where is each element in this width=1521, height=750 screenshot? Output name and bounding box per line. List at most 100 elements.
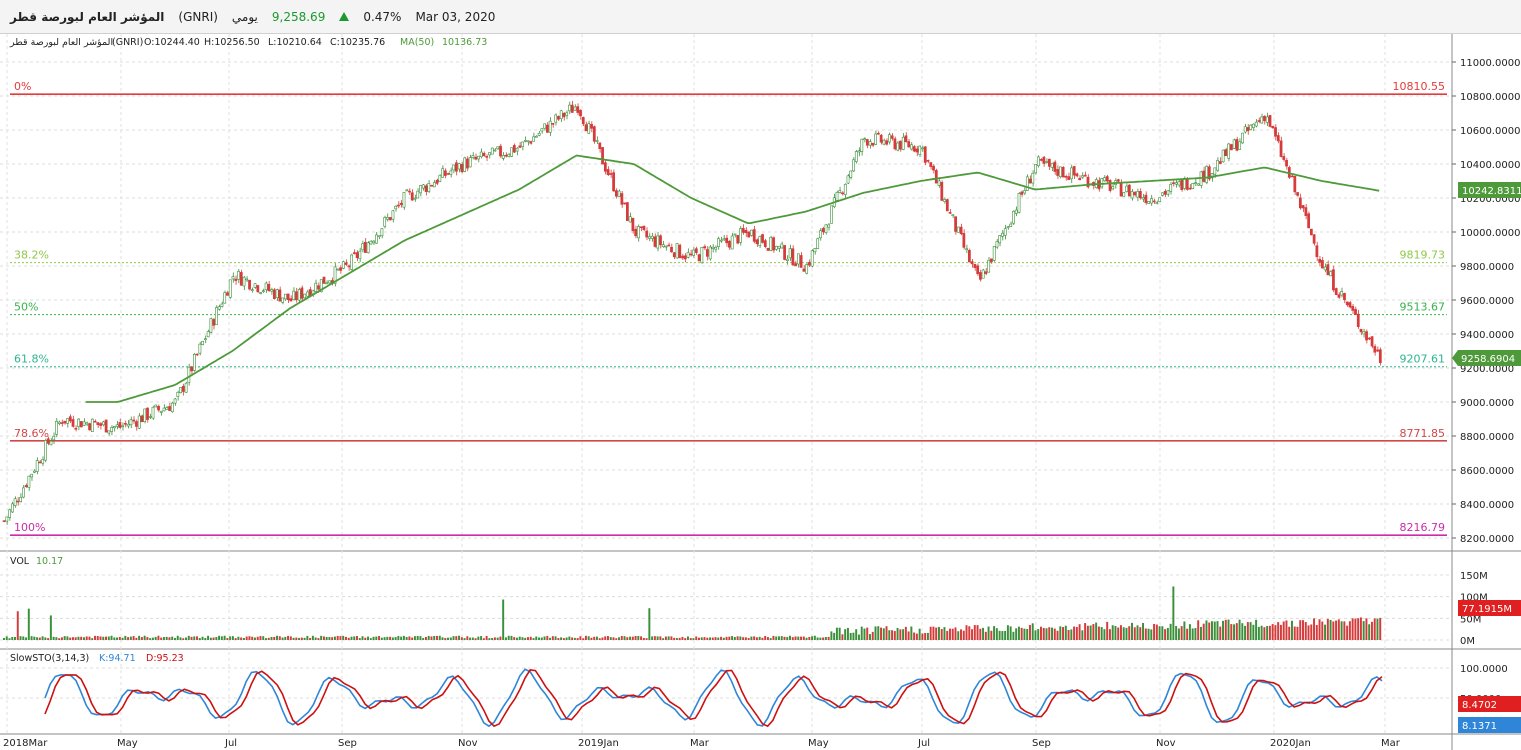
volume-bar	[946, 630, 949, 640]
candle-body	[1351, 306, 1355, 311]
volume-bar	[698, 637, 700, 640]
candle-body	[499, 145, 502, 157]
candle-body	[377, 235, 381, 238]
volume-bar	[331, 637, 334, 640]
volume-bar	[411, 637, 414, 640]
ma50-line	[85, 154, 1380, 403]
candle-body	[363, 241, 367, 253]
volume-bar	[880, 627, 883, 640]
candle-body	[841, 192, 844, 195]
period-label[interactable]: يومي	[231, 9, 258, 24]
volume-bar	[289, 636, 292, 640]
candle-body	[1334, 288, 1338, 295]
candle-body	[24, 485, 28, 488]
volume-bar	[105, 636, 108, 640]
volume-bar	[772, 635, 775, 640]
volume-bar	[71, 637, 74, 640]
ohlc-open: O:10244.40	[144, 37, 200, 48]
candle-body	[1006, 226, 1010, 229]
candle-body	[1047, 158, 1051, 167]
volume-bar	[19, 636, 22, 640]
chart-area[interactable]: 0% 10810.55 38.2% 9819.73 50% 9513.67 61.8% 920…	[0, 34, 1521, 750]
candle-body	[179, 387, 182, 393]
candle-body	[1100, 178, 1104, 188]
volume-bar	[869, 634, 871, 640]
candle-body	[57, 421, 61, 424]
candle-body	[1072, 166, 1076, 176]
chart-canvas[interactable]: 0% 10810.55 38.2% 9819.73 50% 9513.67 61.8% 920…	[0, 34, 1521, 750]
volume-bar	[1164, 629, 1167, 640]
candle-body	[355, 252, 359, 259]
candle-body	[416, 190, 420, 199]
stoch-d: D:95.23	[146, 653, 184, 664]
volume-bar	[1263, 627, 1266, 640]
volume-bar	[259, 636, 262, 640]
volume-bar	[1175, 626, 1178, 640]
price-axis-label: 9200.0000	[1460, 364, 1514, 375]
volume-bar	[248, 636, 251, 640]
volume-bar	[306, 635, 309, 640]
candle-body	[559, 110, 563, 120]
volume-bar	[1315, 625, 1318, 640]
volume-bar	[1249, 622, 1252, 640]
stoch-d-tag	[1458, 696, 1521, 712]
candle-body	[485, 156, 489, 158]
volume-bar	[273, 636, 276, 640]
candle-body	[1147, 201, 1151, 204]
candle-body	[60, 422, 64, 424]
volume-bar	[1260, 625, 1263, 640]
volume-bar	[88, 636, 91, 640]
candle-body	[1031, 172, 1035, 184]
candle-body	[55, 420, 58, 435]
candle-body	[557, 116, 560, 120]
volume-bar	[190, 636, 193, 640]
candle-body	[295, 291, 298, 300]
volume-bar	[1222, 620, 1224, 640]
volume-tag	[1458, 600, 1521, 616]
volume-bar	[458, 635, 461, 640]
volume-bar	[645, 638, 648, 640]
candle-body	[899, 140, 902, 150]
candle-body	[830, 205, 833, 224]
candle-body	[52, 435, 56, 441]
volume-bar	[1142, 623, 1145, 640]
volume-bar	[1216, 621, 1219, 640]
candle-body	[267, 284, 271, 292]
volume-bar	[910, 626, 913, 640]
volume-bar	[725, 636, 728, 640]
volume-bar	[237, 636, 240, 640]
volume-bar	[212, 637, 215, 640]
volume-bar	[256, 636, 259, 640]
volume-bar	[223, 635, 226, 640]
price-axis-label: 9400.0000	[1460, 330, 1514, 341]
candle-body	[325, 282, 329, 285]
volume-bar	[987, 626, 990, 640]
volume-bar	[529, 636, 532, 640]
volume-bar	[830, 631, 833, 640]
candle-body	[1301, 205, 1305, 209]
volume-bar	[38, 637, 41, 640]
volume-bar	[598, 638, 601, 640]
fib-percent-label: 61.8%	[14, 353, 49, 366]
candle-body	[1205, 166, 1208, 183]
volume-bar	[358, 638, 361, 640]
candle-body	[341, 261, 345, 269]
candle-body	[435, 179, 439, 184]
candle-body	[264, 282, 268, 291]
volume-bar	[94, 635, 96, 640]
candle-body	[1354, 309, 1357, 315]
volume-bar	[833, 632, 836, 640]
volume-bar	[794, 636, 797, 640]
volume-bar	[1095, 622, 1098, 640]
candle-body	[678, 244, 682, 259]
time-axis-label: Mar	[1381, 738, 1401, 749]
volume-bar	[1106, 621, 1109, 640]
candle-body	[1191, 183, 1195, 189]
candle-body	[532, 136, 535, 142]
volume-bar	[3, 637, 5, 640]
volume-bar	[871, 631, 874, 640]
candle-body	[1059, 166, 1062, 178]
candle-body	[1370, 336, 1374, 347]
candle-body	[261, 290, 265, 292]
candle-body	[656, 235, 660, 249]
